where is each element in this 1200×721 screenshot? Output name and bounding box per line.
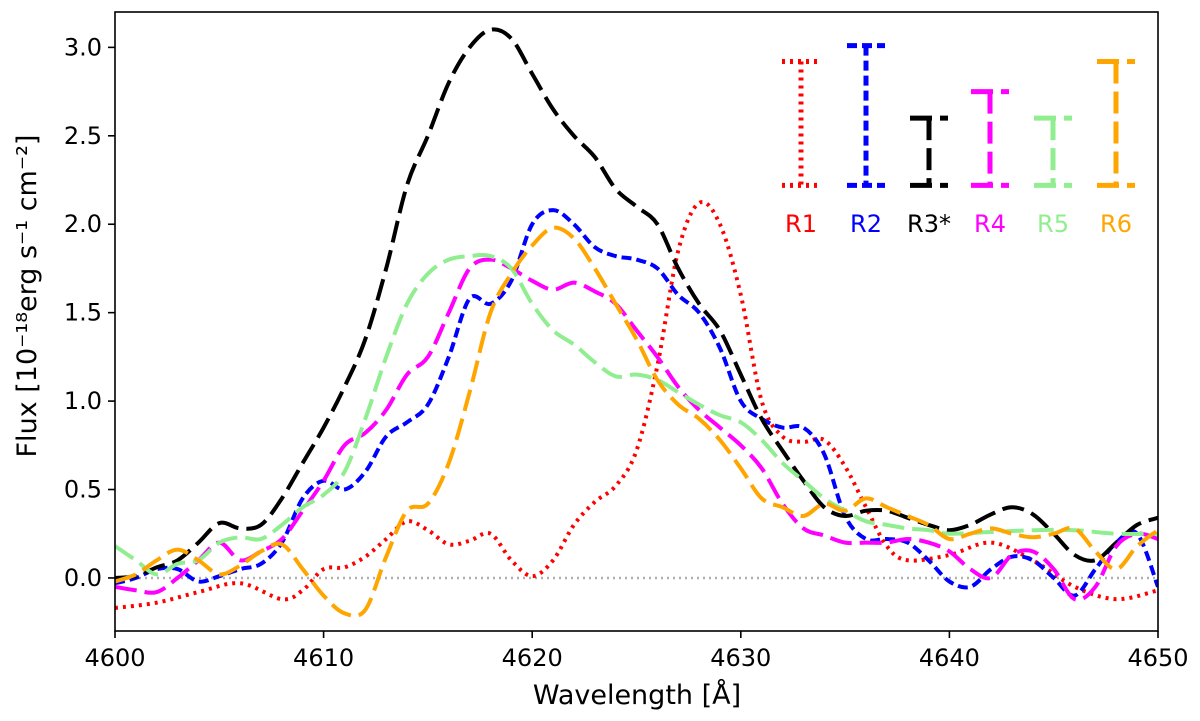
legend-item-r5: R5 [1034, 115, 1072, 238]
x-tick-label: 4640 [919, 644, 980, 672]
legend-layer: R1 R2 R3* R4 R5 R6 [782, 43, 1135, 238]
legend-item-r2: R2 [847, 43, 885, 238]
x-tick-label: 4630 [710, 644, 771, 672]
y-tick-label: 2.5 [64, 122, 102, 150]
y-tick-label: 3.0 [64, 33, 102, 61]
series-line-r2 [115, 208, 1158, 598]
legend-label: R1 [785, 210, 817, 238]
legend-item-r3: R3* [907, 115, 951, 238]
series-line-r1 [115, 200, 1158, 610]
x-tick-label: 4610 [293, 644, 354, 672]
x-axis-title: Wavelength [Å] [533, 679, 741, 711]
y-tick-label: 1.0 [64, 387, 102, 415]
series-layer [115, 27, 1158, 618]
x-tick-label: 4600 [84, 644, 145, 672]
y-axis-title: Flux [10⁻¹⁸erg s⁻¹ cm⁻²] [12, 135, 43, 458]
axes-layer: 4600 4610 4620 4630 4640 4650 0.0 0.5 1.0 1.5 2.0 2… [64, 11, 1189, 672]
x-tick-label: 4620 [502, 644, 563, 672]
legend-label: R2 [850, 210, 882, 238]
legend-label: R4 [974, 210, 1006, 238]
y-tick-label: 1.5 [64, 299, 102, 327]
legend-label: R3* [907, 210, 951, 238]
series-line-r6 [115, 225, 1158, 618]
y-tick-label: 0.5 [64, 476, 102, 504]
plot-frame [114, 11, 1159, 632]
series-line-r3 [115, 27, 1158, 580]
legend-item-r1: R1 [782, 59, 820, 238]
legend-item-r6: R6 [1097, 59, 1135, 238]
y-tick-label: 2.0 [64, 210, 102, 238]
series-line-r5 [115, 253, 1158, 577]
legend-item-r4: R4 [971, 89, 1009, 238]
series-line-r4 [115, 257, 1158, 602]
x-tick-label: 4650 [1127, 644, 1188, 672]
legend-label: R5 [1037, 210, 1069, 238]
legend-label: R6 [1100, 210, 1132, 238]
y-tick-label: 0.0 [64, 564, 102, 592]
